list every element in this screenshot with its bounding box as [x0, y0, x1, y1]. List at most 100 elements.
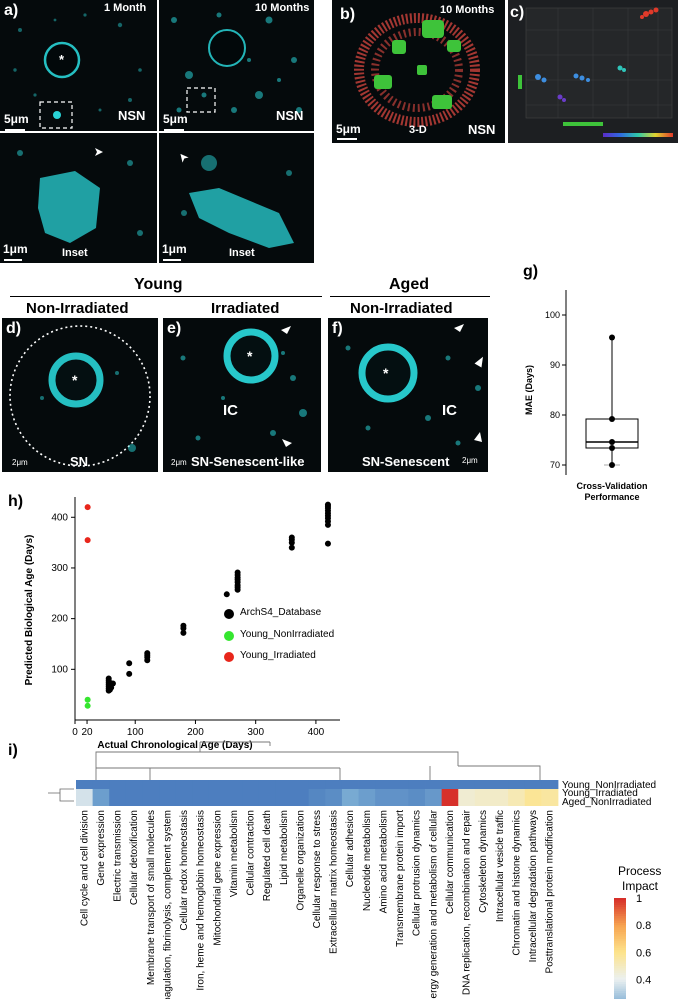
heatmap-cell — [258, 780, 276, 789]
row-labels: Young_NonIrradiatedYoung_IrradiatedAged_… — [562, 780, 656, 808]
colorbar-segment — [614, 986, 626, 990]
colorbar-segment — [614, 911, 626, 915]
heatmap-cell — [292, 780, 310, 789]
y-tick-label: 80 — [550, 410, 560, 420]
colorbar-segment — [614, 959, 626, 963]
heatmap-cell — [175, 780, 193, 789]
young-heading: Young — [134, 276, 183, 293]
column-label: Chromatin and histone dynamics — [511, 810, 522, 956]
scale-bar — [5, 129, 25, 131]
heatmap-cell — [242, 780, 260, 789]
x-tick-label: 100 — [127, 727, 144, 738]
panel-d: d) * SN 2μm — [2, 318, 158, 472]
y-axis: 70 80 90 100 — [545, 290, 567, 475]
colorbar-tick-label: 0.8 — [636, 920, 651, 932]
heatmap-cell — [425, 780, 443, 789]
panel-caption: SN-Senescent — [362, 454, 450, 469]
heatmap-cell — [325, 797, 343, 806]
scatter-point — [144, 650, 151, 657]
scale-bar — [163, 259, 181, 261]
heatmap-cell — [242, 789, 260, 797]
scale-label: 2μm — [12, 458, 28, 467]
heatmap-cell — [391, 797, 409, 806]
heatmap-cell — [292, 797, 310, 806]
non-irradiated-heading: Non-Irradiated — [26, 300, 129, 317]
heatmap-cell — [458, 789, 476, 797]
mae-point — [609, 462, 615, 468]
colorbar-segment — [614, 990, 626, 994]
colorbar-segment — [614, 909, 626, 913]
scatter-point — [84, 696, 91, 703]
column-label: Intracellular vesicle traffic — [495, 810, 506, 922]
colorbar-title-1: Process — [618, 864, 662, 878]
heatmap-cell — [508, 789, 526, 797]
panel-f-label: f) — [332, 320, 343, 337]
heatmap-cell — [508, 780, 526, 789]
colorbar-segment — [614, 963, 626, 967]
panel-caption: SN-Senescent-like — [191, 454, 305, 469]
heatmap-cell — [125, 780, 143, 789]
heatmap-cell — [142, 797, 160, 806]
colorbar-segment — [614, 981, 626, 985]
heatmap-cell — [524, 789, 542, 797]
mae-point — [609, 416, 615, 422]
colorbar-segment — [614, 898, 626, 901]
colorbar-segment — [614, 972, 626, 976]
mode-label: 3-D — [409, 124, 427, 136]
micrograph-10-months — [171, 12, 302, 113]
3d-reconstruction — [354, 13, 480, 127]
heatmap-cell — [92, 789, 110, 797]
colorbar-segment — [614, 929, 626, 933]
heatmap-cell — [125, 789, 143, 797]
colorbar-segment — [614, 947, 626, 951]
heatmap-cell — [375, 789, 393, 797]
colorbar-segment — [614, 916, 626, 919]
nsn-tag: NSN — [468, 122, 496, 137]
colorbar-segment — [614, 920, 626, 924]
colorbar-segment — [614, 932, 626, 935]
panel-a-inset-1-month: 1μm Inset — [0, 133, 157, 263]
panel-g-label: g) — [523, 263, 539, 280]
heatmap-cell — [258, 789, 276, 797]
colorbar-segment — [614, 961, 626, 965]
column-label: Regulated cell death — [262, 810, 273, 901]
colorbar-tick-label: 0.6 — [636, 947, 651, 959]
inset-micrograph — [180, 153, 294, 248]
scatter-axes: 100 200 300 400 0 20 100 200 300 400 — [51, 497, 340, 738]
column-label: Nucleotide metabolism — [362, 810, 373, 911]
scale-label: 5μm — [336, 122, 361, 136]
nucleus-star: * — [59, 52, 65, 67]
colorbar-segment — [614, 977, 626, 981]
colorbar-segment — [614, 993, 626, 997]
heatmap-cell — [292, 789, 310, 797]
colorbar-title-2: Impact — [622, 879, 659, 893]
colorbar: 10.80.60.40.20 — [614, 893, 651, 999]
heatmap-cell — [325, 780, 343, 789]
panel-a-10-months: 10 Months NSN 5μm — [159, 0, 314, 131]
heatmap-cell — [425, 797, 443, 806]
colorbar-segment — [614, 988, 626, 992]
scatter-points — [84, 501, 331, 709]
column-dendrogram-tree — [95, 741, 541, 780]
colorbar-segment — [614, 968, 626, 972]
column-label: Energy generation and metabolism of cell… — [428, 809, 439, 999]
aged-non-irradiated-heading: Non-Irradiated — [350, 300, 453, 317]
scatter-point — [288, 544, 295, 551]
heatmap-cell — [491, 789, 509, 797]
legend-dot-young-nonirradiated — [224, 631, 234, 641]
row-label: Young_NonIrradiated — [562, 780, 656, 791]
scale-label: 2μm — [462, 456, 478, 465]
heatmap-cell — [225, 789, 243, 797]
colorbar-segment — [614, 966, 626, 969]
column-label: Vitamin metabolism — [229, 810, 240, 897]
ic-label: IC — [442, 402, 457, 419]
column-label: Membrane transport of small molecules — [146, 810, 157, 985]
row-label: Young_Irradiated — [562, 788, 638, 799]
colorbar-segment — [614, 904, 626, 908]
colorbar-segment — [614, 956, 626, 960]
scale-bar — [337, 138, 357, 140]
heatmap-cell — [391, 780, 409, 789]
nucleus-star: * — [383, 365, 389, 381]
scatter-point — [324, 540, 331, 547]
colorbar-segment — [614, 925, 626, 929]
